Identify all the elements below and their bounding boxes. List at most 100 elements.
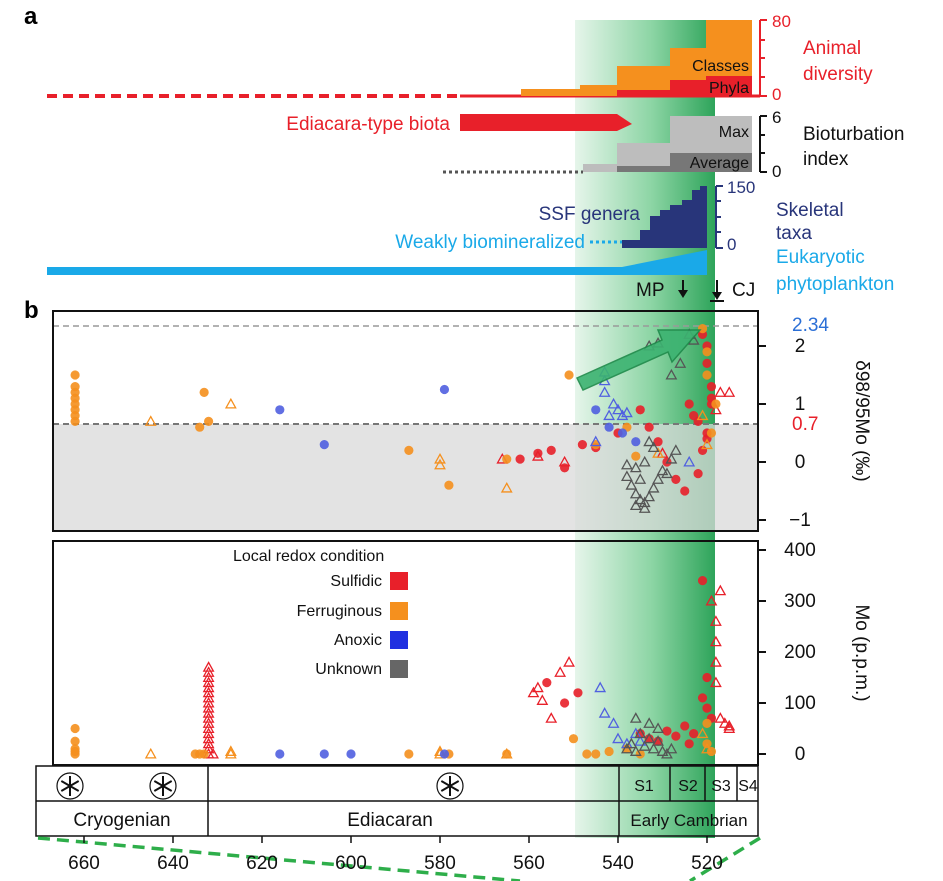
ediacara-biota-track: Ediacara-type biota [286, 114, 632, 135]
data-point-unknown [629, 745, 642, 756]
data-point-ferruginous [404, 749, 414, 759]
ref-label-2-34: 2.34 [792, 315, 829, 336]
delta-mo-gray-zone [53, 424, 758, 530]
zoom-line-right [689, 836, 761, 881]
data-point-unknown [661, 747, 673, 759]
data-point-sulfidic [202, 732, 215, 744]
data-point-sulfidic [709, 635, 722, 647]
legend-label-unknown: Unknown [315, 661, 382, 678]
data-point-sulfidic [542, 677, 552, 688]
data-point-unknown [647, 441, 660, 452]
data-point-sulfidic [202, 707, 215, 718]
data-point-sulfidic [559, 463, 570, 473]
mo-ppm-y-axis: 400 300 200 100 0 [758, 540, 816, 765]
data-point-anoxic [275, 405, 285, 415]
data-point-unknown [674, 357, 687, 368]
data-point-sulfidic [697, 693, 708, 703]
data-point-sulfidic [202, 691, 215, 703]
data-point-sulfidic [531, 450, 544, 461]
mo-ppm-points [70, 575, 736, 759]
data-point-sulfidic [573, 688, 583, 698]
data-point-sulfidic [531, 681, 544, 693]
animal-axis-bottom: 0 [772, 85, 781, 104]
data-point-sulfidic [684, 739, 694, 749]
data-point-unknown [638, 455, 651, 467]
phyla-label: Phyla [709, 80, 749, 97]
delta-mo-y-axis: 2 1 0 −1 [758, 336, 811, 531]
data-point-unknown [643, 490, 656, 502]
data-point-unknown [638, 496, 651, 508]
data-point-anoxic [598, 386, 611, 397]
data-point-unknown [647, 481, 660, 493]
data-point-sulfidic [684, 399, 694, 409]
data-point-ferruginous [701, 438, 713, 450]
data-point-ferruginous [702, 718, 712, 729]
data-point-sulfidic [680, 721, 690, 731]
data-point-sulfidic [202, 681, 215, 693]
y-tick-label: 400 [784, 540, 816, 561]
period-ediacaran: Ediacaran [347, 810, 433, 831]
timescale: S1 S2 S3 S4 Cryogenian Ediacaran Early C… [35, 765, 759, 837]
stage-s4: S4 [738, 778, 758, 795]
data-point-ferruginous [701, 742, 713, 754]
mo-ppm-plot: 400 300 200 100 0 Mo (p.p.m.) Local redox co… [52, 540, 872, 766]
data-point-anoxic [598, 707, 611, 718]
delta-mo-frame [52, 310, 759, 532]
data-point-ferruginous [500, 481, 513, 493]
data-point-sulfidic [702, 358, 712, 369]
data-point-sulfidic [714, 584, 727, 596]
data-point-anoxic [631, 437, 641, 447]
legend-swatch-sulfidic [390, 572, 408, 590]
data-point-anoxic [591, 405, 601, 415]
data-point-ferruginous [696, 727, 709, 739]
data-point-ferruginous [195, 422, 205, 432]
data-point-sulfidic [723, 386, 736, 397]
data-point-ferruginous [582, 749, 592, 759]
data-point-sulfidic [202, 686, 215, 698]
data-point-sulfidic [554, 666, 567, 677]
data-point-sulfidic [202, 717, 215, 728]
delta-mo-plot: 2 1 0 −1 2.34 0.7 δ98/95Mo (‰) [52, 310, 872, 532]
data-point-sulfidic [202, 661, 215, 672]
data-point-unknown [634, 727, 647, 739]
stage-s3: S3 [711, 778, 731, 795]
bioturbation-label-1: Bioturbation [803, 124, 904, 145]
y-tick-label: 300 [784, 591, 816, 612]
data-point-sulfidic [680, 486, 690, 496]
data-point-ferruginous [404, 445, 414, 456]
data-point-unknown [665, 742, 678, 754]
trend-arrow-icon [575, 329, 702, 391]
x-tick-label: 600 [335, 853, 367, 874]
cj-label: CJ [732, 280, 755, 301]
data-point-anoxic [616, 409, 629, 421]
data-point-sulfidic [723, 719, 736, 731]
bioturbation-track: Max Average 6 0 Bioturbation index [443, 108, 904, 181]
data-point-anoxic [439, 384, 450, 395]
data-point-ferruginous [144, 415, 157, 426]
ediacara-bar [460, 114, 632, 131]
data-point-unknown [629, 487, 642, 499]
data-point-ferruginous [444, 480, 454, 490]
data-point-ferruginous [70, 749, 80, 759]
data-point-ferruginous [711, 399, 721, 409]
data-point-sulfidic [635, 405, 645, 415]
data-point-unknown [638, 502, 651, 513]
data-point-sulfidic [709, 403, 722, 415]
data-point-sulfidic [202, 727, 215, 739]
data-point-sulfidic [545, 712, 558, 723]
bioturbation-max-label: Max [719, 124, 749, 141]
data-point-unknown [665, 368, 678, 380]
data-point-ferruginous [434, 452, 446, 464]
y-tick-label: 0 [795, 744, 806, 765]
x-tick-label: 520 [691, 853, 723, 874]
data-point-ferruginous [591, 749, 601, 759]
data-point-anoxic [346, 749, 356, 759]
x-tick-label: 560 [513, 853, 545, 874]
data-point-unknown [665, 452, 678, 464]
data-point-sulfidic [202, 666, 215, 677]
data-point-sulfidic [693, 469, 703, 479]
data-point-anoxic [439, 749, 450, 759]
classes-steps [521, 20, 752, 96]
data-point-sulfidic [202, 722, 215, 733]
